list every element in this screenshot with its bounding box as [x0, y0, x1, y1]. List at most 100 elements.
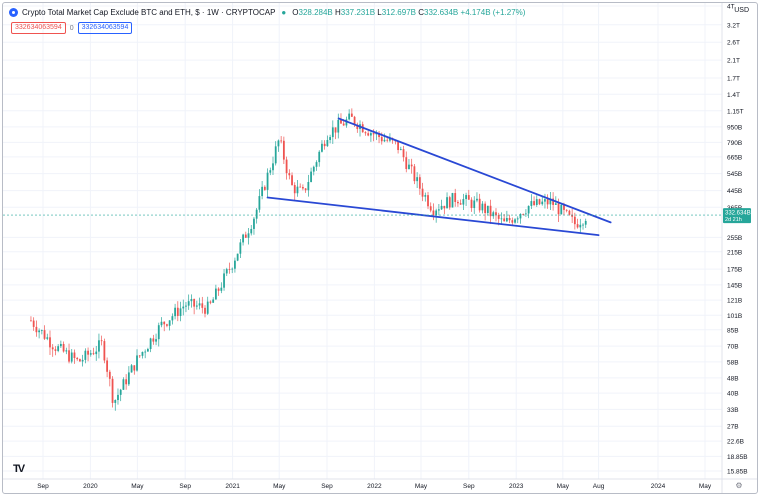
candle-body	[288, 173, 291, 176]
price-chart[interactable]: 4T 3.2T 2.6T 2.1T 1.7T 1.4T 1.15T 950B 790B 665B 5…	[3, 3, 757, 493]
candle-body	[514, 219, 516, 223]
price-tick-label: 101B	[727, 313, 742, 320]
candle-body	[323, 143, 326, 147]
candle-body	[149, 338, 152, 350]
candle-body	[473, 200, 476, 209]
candle-body	[443, 205, 446, 209]
candle-body	[79, 359, 81, 362]
symbol-title[interactable]: Crypto Total Market Cap Exclude BTC and …	[22, 8, 276, 17]
candle-body	[397, 141, 399, 151]
candle-body	[32, 320, 35, 327]
candle-body	[242, 234, 244, 243]
candle-body	[549, 198, 552, 205]
candle-body	[166, 324, 168, 326]
candle-body	[179, 308, 182, 316]
bar-countdown: 2d 21h	[725, 217, 742, 223]
currency-label[interactable]: USD	[734, 7, 749, 14]
candle-body	[467, 195, 470, 200]
candle-body	[89, 353, 92, 355]
price-tick-label: 2.1T	[727, 58, 740, 65]
candle-body	[476, 198, 478, 201]
gear-icon[interactable]: ⚙	[735, 481, 742, 490]
candle-body	[280, 140, 283, 142]
trendline-lower	[266, 196, 600, 237]
time-tick-label: Sep	[321, 483, 333, 490]
candle-body	[492, 212, 495, 217]
candle-body	[236, 253, 239, 261]
price-tick-label: 545B	[727, 171, 742, 178]
price-tick-label: 1.4T	[727, 92, 740, 99]
candle-body	[87, 350, 89, 355]
candle-body	[544, 199, 546, 202]
candle-body	[146, 349, 149, 352]
last-price-value: 332.634B	[725, 211, 751, 217]
candle-body	[511, 220, 514, 223]
candle-body	[174, 307, 176, 317]
candle-body	[223, 273, 225, 288]
candle-body	[307, 181, 310, 191]
candle-body	[81, 359, 84, 362]
grid	[3, 3, 722, 479]
candle-body	[563, 204, 565, 210]
candle-body	[560, 204, 563, 215]
candle-body	[364, 132, 367, 134]
candle-body	[571, 214, 574, 217]
candle-body	[546, 199, 549, 205]
price-tick-label: 175B	[727, 267, 742, 274]
price-tick-label: 4T	[727, 4, 735, 11]
candle-body	[576, 224, 579, 228]
price-tick-label: 18.85B	[727, 454, 748, 461]
price-tick-label: 255B	[727, 235, 742, 242]
candle-body	[386, 139, 389, 141]
candle-body	[127, 372, 130, 385]
candle-body	[356, 124, 359, 130]
candle-body	[462, 199, 465, 205]
candle-body	[489, 205, 492, 217]
time-tick-label: May	[557, 483, 570, 490]
price-tick-label: 121B	[727, 298, 742, 305]
candle-body	[432, 210, 435, 216]
candle-body	[38, 330, 41, 333]
candle-body	[310, 171, 312, 182]
candle-body	[193, 299, 196, 307]
time-tick-label: Sep	[179, 483, 191, 490]
trendlines	[266, 117, 612, 237]
candle-body	[383, 139, 386, 142]
candle-body	[304, 188, 307, 191]
candle-body	[497, 215, 500, 219]
candle-body	[185, 305, 187, 307]
candle-body	[454, 193, 457, 202]
price-tick-label: 27B	[727, 424, 739, 431]
candle-body	[282, 140, 285, 160]
candle-body	[413, 166, 416, 182]
candle-body	[486, 205, 489, 214]
time-tick-label: 2020	[83, 483, 98, 490]
candle-body	[470, 199, 473, 209]
candle-body	[342, 123, 345, 126]
candle-body	[516, 218, 519, 220]
buy-price-box[interactable]: 332634063594	[77, 22, 133, 34]
candle-body	[399, 149, 402, 151]
candle-body	[285, 159, 288, 174]
candle-body	[106, 360, 109, 372]
candle-body	[40, 330, 43, 331]
sell-price-box[interactable]: 332634063594	[11, 22, 66, 34]
candle-body	[103, 341, 106, 361]
candle-body	[552, 198, 555, 205]
candle-body	[263, 186, 266, 190]
candle-body	[198, 303, 201, 306]
candle-body	[65, 350, 68, 352]
trendline-upper	[337, 117, 612, 224]
candle-body	[533, 201, 535, 205]
candle-body	[176, 307, 179, 316]
price-tick-label: 22.6B	[727, 439, 744, 446]
time-tick-label: 2021	[225, 483, 240, 490]
candle-body	[353, 116, 356, 125]
candle-body	[171, 316, 174, 321]
candle-body	[505, 218, 508, 222]
candle-body	[291, 175, 293, 186]
tradingview-logo-icon: TV	[13, 463, 25, 475]
time-tick-label: May	[131, 483, 144, 490]
ohlc-values: O328.284B H337.231B L312.697B C332.634B …	[292, 8, 526, 17]
